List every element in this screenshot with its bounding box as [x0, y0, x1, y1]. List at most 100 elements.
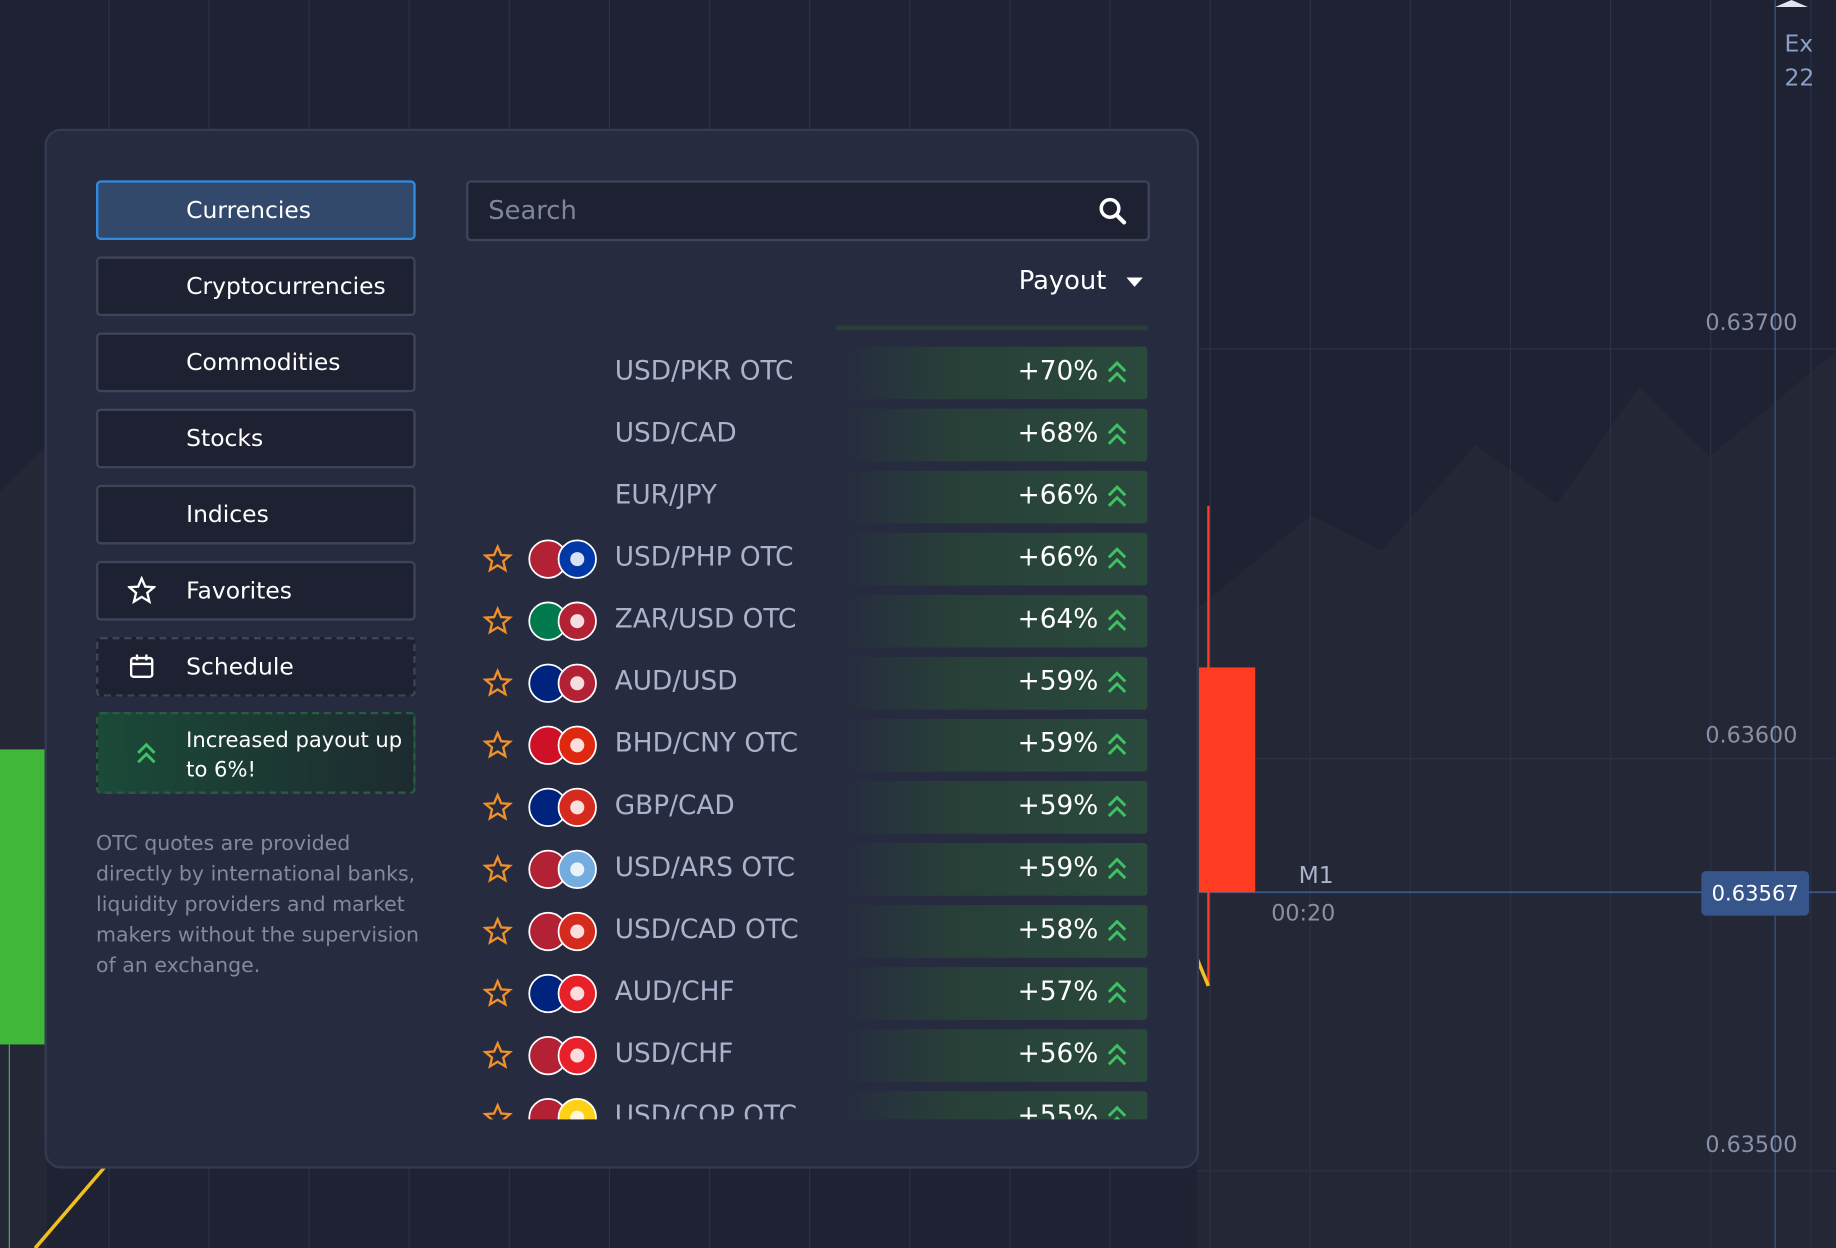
- payout-value: +59%: [1017, 790, 1099, 821]
- row-icons: [482, 663, 597, 703]
- mountain: [1196, 351, 1836, 1248]
- category-label: Commodities: [186, 347, 341, 376]
- payout-value: +56%: [1017, 1038, 1099, 1070]
- sort-dropdown[interactable]: Payout: [1019, 267, 1145, 296]
- payout-cell: +59%: [836, 781, 1148, 834]
- row-icons: [482, 601, 597, 641]
- category-label: Stocks: [186, 423, 264, 452]
- asset-row[interactable]: USD/PKR OTC +70%: [466, 346, 1150, 400]
- current-price: 0.63567: [1712, 880, 1799, 905]
- payout-cell: +66%: [836, 470, 1148, 524]
- asset-row[interactable]: AUD/CHF +57%: [466, 967, 1150, 1020]
- corner-label: 22: [1784, 63, 1814, 91]
- payout-cell: +59%: [836, 843, 1148, 896]
- payout-arrow: [1107, 609, 1127, 631]
- category-button[interactable]: Stocks: [96, 408, 416, 469]
- row-icons: [482, 1035, 597, 1076]
- payout-cell: +55%: [836, 1091, 1148, 1120]
- payout-arrow: [1107, 981, 1127, 1004]
- candle: [1196, 667, 1256, 893]
- indicator-line: [33, 1165, 107, 1248]
- payout-cell: +66%: [836, 532, 1148, 586]
- corner-label: Ex: [1784, 30, 1813, 58]
- asset-name: AUD/CHF: [614, 976, 735, 1007]
- payout-value: +58%: [1017, 914, 1099, 945]
- category-icon: [129, 654, 154, 678]
- scroll-marker: [1775, 0, 1808, 8]
- category-button[interactable]: Indices: [96, 484, 416, 545]
- payout-arrow: [1107, 1043, 1127, 1066]
- row-icons: [482, 1098, 597, 1120]
- category-label: Schedule: [186, 652, 294, 681]
- timeframe: M1: [1299, 861, 1334, 889]
- row-icons: [482, 539, 597, 579]
- price-label: 0.63700: [1705, 310, 1797, 336]
- payout-value: +59%: [1017, 666, 1099, 697]
- category-button[interactable]: Cryptocurrencies: [96, 256, 416, 317]
- payout-cell: +56%: [836, 1029, 1148, 1082]
- row-edge: [836, 325, 1148, 331]
- category-button[interactable]: Currencies: [96, 180, 416, 241]
- asset-name: USD/ARS OTC: [614, 852, 796, 883]
- payout-arrow: [1107, 795, 1127, 818]
- asset-row[interactable]: AUD/USD +59%: [466, 656, 1150, 710]
- search-icon: [1099, 197, 1127, 225]
- price-label: 0.63500: [1705, 1132, 1797, 1158]
- asset-row[interactable]: USD/CAD OTC +58%: [466, 905, 1150, 958]
- asset-name: EUR/JPY: [614, 480, 718, 511]
- asset-row[interactable]: USD/ARS OTC +59%: [466, 843, 1150, 896]
- payout-value: +66%: [1017, 480, 1099, 511]
- payout-cell: +57%: [836, 967, 1148, 1020]
- row-icons: [482, 725, 597, 765]
- asset-row[interactable]: ZAR/USD OTC +64%: [466, 594, 1150, 648]
- candle: [0, 749, 45, 1045]
- asset-name: USD/CAD OTC: [614, 914, 799, 945]
- payout-arrow: [1107, 360, 1127, 383]
- asset-row[interactable]: GBP/CAD +59%: [466, 781, 1150, 834]
- payout-value: +66%: [1017, 542, 1099, 573]
- asset-row[interactable]: EUR/JPY +66%: [466, 470, 1150, 524]
- arrow-icon: [137, 742, 156, 764]
- search-box[interactable]: Search: [466, 180, 1150, 242]
- asset-name: USD/CAD: [614, 418, 737, 449]
- row-icons: [482, 973, 597, 1014]
- timer: 00:20: [1271, 900, 1335, 926]
- category-label: Currencies: [186, 195, 311, 224]
- category-icon: [127, 576, 156, 605]
- asset-name: AUD/USD: [614, 666, 738, 697]
- row-icons: [482, 911, 597, 952]
- asset-row[interactable]: USD/CHF +56%: [466, 1029, 1150, 1082]
- payout-value: +55%: [1017, 1100, 1099, 1120]
- category-button[interactable]: Schedule: [96, 636, 416, 697]
- asset-row[interactable]: BHD/CNY OTC +59%: [466, 718, 1150, 772]
- category-button[interactable]: Favorites: [96, 560, 416, 621]
- payout-cell: +58%: [836, 905, 1148, 958]
- price-label: 0.63600: [1705, 722, 1797, 748]
- current-price-badge: [1701, 871, 1810, 916]
- payout-cell: +59%: [836, 656, 1148, 710]
- asset-row[interactable]: USD/PHP OTC +66%: [466, 532, 1150, 586]
- category-label: Favorites: [186, 576, 292, 605]
- payout-value: +59%: [1017, 852, 1099, 883]
- category-button[interactable]: Commodities: [96, 332, 416, 393]
- category-label: Indices: [186, 499, 269, 529]
- asset-name: USD/CHF: [614, 1038, 734, 1070]
- asset-row[interactable]: USD/CAD +68%: [466, 408, 1150, 462]
- asset-name: USD/PKR OTC: [614, 355, 794, 387]
- payout-arrow: [1107, 422, 1127, 445]
- payout-value: +70%: [1017, 355, 1099, 387]
- promo-banner[interactable]: Increased payout up to 6%!: [96, 711, 416, 794]
- payout-arrow: [1107, 857, 1127, 880]
- row-icons: [482, 787, 597, 827]
- asset-panel: Currencies Cryptocurrencies Commodities Sto…: [44, 128, 1200, 1169]
- asset-row[interactable]: USD/COP OTC +55%: [466, 1091, 1150, 1120]
- payout-arrow: [1107, 919, 1127, 942]
- payout-value: +59%: [1017, 728, 1099, 759]
- payout-cell: +64%: [836, 594, 1148, 648]
- sort-label: Payout: [1018, 266, 1107, 297]
- asset-name: USD/COP OTC: [614, 1100, 797, 1120]
- otc-note: OTC quotes are provided directly by inte…: [96, 832, 420, 978]
- asset-name: USD/PHP OTC: [614, 542, 794, 573]
- payout-arrow: [1107, 1105, 1127, 1120]
